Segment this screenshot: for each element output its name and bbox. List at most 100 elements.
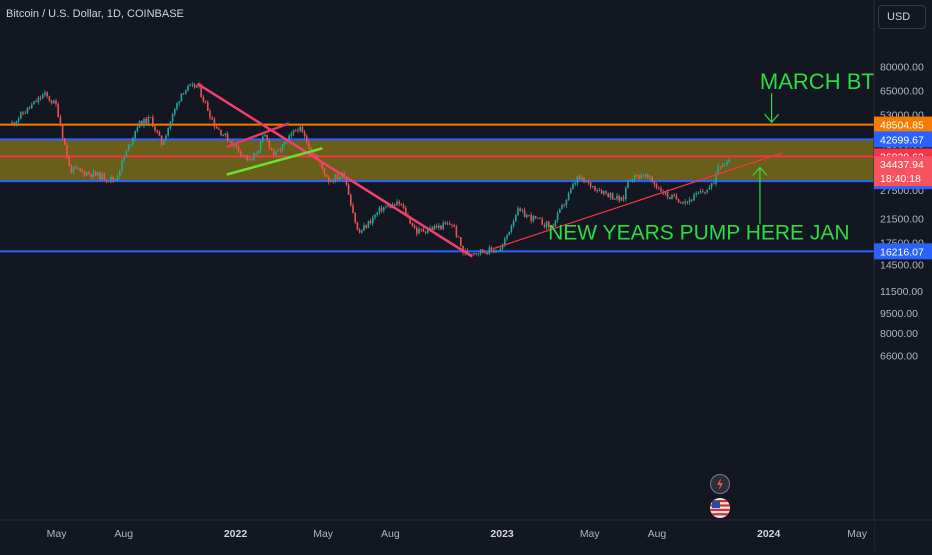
candle-body: [690, 199, 693, 201]
candle-body: [92, 171, 95, 178]
candle-body: [118, 170, 121, 177]
candle-body: [660, 188, 662, 192]
candle-body: [497, 250, 499, 252]
candle-body: [193, 84, 196, 88]
candle: [651, 176, 653, 183]
candle: [569, 187, 572, 195]
price-label-42699.67[interactable]: 42699.67: [874, 131, 932, 148]
candle: [41, 92, 44, 100]
candle: [506, 233, 508, 242]
candle: [525, 213, 528, 219]
candle-body: [261, 136, 264, 142]
candle: [721, 162, 724, 168]
candle: [13, 121, 15, 127]
candle: [70, 163, 73, 174]
candle-body: [400, 203, 403, 206]
candle: [635, 173, 638, 178]
candle: [473, 252, 475, 256]
candle: [187, 84, 189, 92]
candle: [554, 219, 557, 228]
trendline-1[interactable]: [196, 82, 473, 258]
candle: [145, 116, 147, 126]
candle: [301, 125, 304, 133]
trendline-3[interactable]: [226, 147, 323, 176]
candle-body: [629, 180, 631, 182]
lightning-icon[interactable]: [710, 474, 730, 494]
candle-body: [202, 97, 205, 102]
annotation-text-2[interactable]: NEW YEARS PUMP HERE JAN: [548, 221, 849, 244]
candle-body: [367, 220, 370, 228]
candle: [308, 140, 310, 150]
candle-body: [358, 229, 361, 233]
candle: [728, 157, 730, 164]
candle-body: [209, 111, 211, 118]
support-zone[interactable]: [0, 139, 874, 182]
candle: [44, 90, 46, 98]
candle: [420, 228, 422, 233]
candle: [514, 213, 517, 223]
candle: [618, 194, 620, 203]
candle-body: [624, 188, 627, 200]
candle: [85, 171, 88, 177]
candle: [576, 175, 579, 186]
candle-body: [33, 101, 35, 105]
annotation-text-1[interactable]: MARCH BTC: [760, 69, 891, 94]
candle: [517, 205, 519, 217]
currency-button[interactable]: USD: [878, 5, 926, 29]
symbol-title[interactable]: Bitcoin / U.S. Dollar, 1D, COINBASE: [6, 8, 184, 20]
candle-body: [272, 149, 275, 155]
candle: [627, 180, 629, 189]
candle-body: [228, 141, 231, 142]
current-price-label[interactable]: 34437.94 18:40:18: [874, 156, 932, 187]
candle: [356, 221, 359, 231]
trendline-4[interactable]: [493, 152, 783, 250]
candle: [688, 196, 691, 205]
candle-body: [525, 215, 528, 218]
y-tick-label: 11500.00: [880, 286, 923, 298]
annotation-arrow-1[interactable]: [764, 93, 780, 124]
candle: [52, 99, 55, 104]
price-label-48504.85[interactable]: 48504.85: [874, 116, 932, 133]
candle: [72, 166, 75, 175]
candle-body: [96, 172, 99, 176]
candle: [475, 253, 477, 256]
candle-body: [24, 113, 26, 114]
price-label-16216.07[interactable]: 16216.07: [874, 243, 932, 260]
candle: [385, 204, 387, 209]
candle: [347, 182, 350, 195]
candle-body: [279, 149, 282, 151]
candle-body: [424, 231, 427, 233]
candle: [96, 171, 99, 178]
candle-body: [708, 187, 711, 190]
candle-body: [431, 227, 433, 230]
candle-body: [136, 127, 139, 132]
candle: [448, 220, 451, 226]
candle-body: [275, 151, 277, 155]
candle: [565, 199, 568, 209]
candle: [704, 191, 706, 195]
candle-body: [15, 121, 18, 125]
candle: [644, 172, 647, 179]
candle: [202, 95, 205, 104]
candle: [171, 112, 174, 125]
candle-body: [70, 165, 73, 173]
candle: [547, 220, 550, 230]
candle: [497, 250, 499, 252]
candle-body: [189, 84, 191, 87]
candle-body: [721, 165, 724, 167]
candle-body: [312, 151, 315, 156]
candle: [609, 191, 612, 200]
annotation-arrow-2[interactable]: [752, 166, 768, 225]
candle-body: [545, 221, 548, 227]
candle-body: [63, 138, 66, 146]
trendline-2[interactable]: [226, 122, 290, 149]
candle-body: [484, 252, 486, 253]
candle-body: [726, 162, 728, 165]
us-flag-icon[interactable]: [710, 498, 730, 518]
candle-body: [457, 236, 460, 238]
candle-body: [442, 222, 444, 230]
candle: [453, 223, 455, 228]
candle: [640, 173, 642, 180]
